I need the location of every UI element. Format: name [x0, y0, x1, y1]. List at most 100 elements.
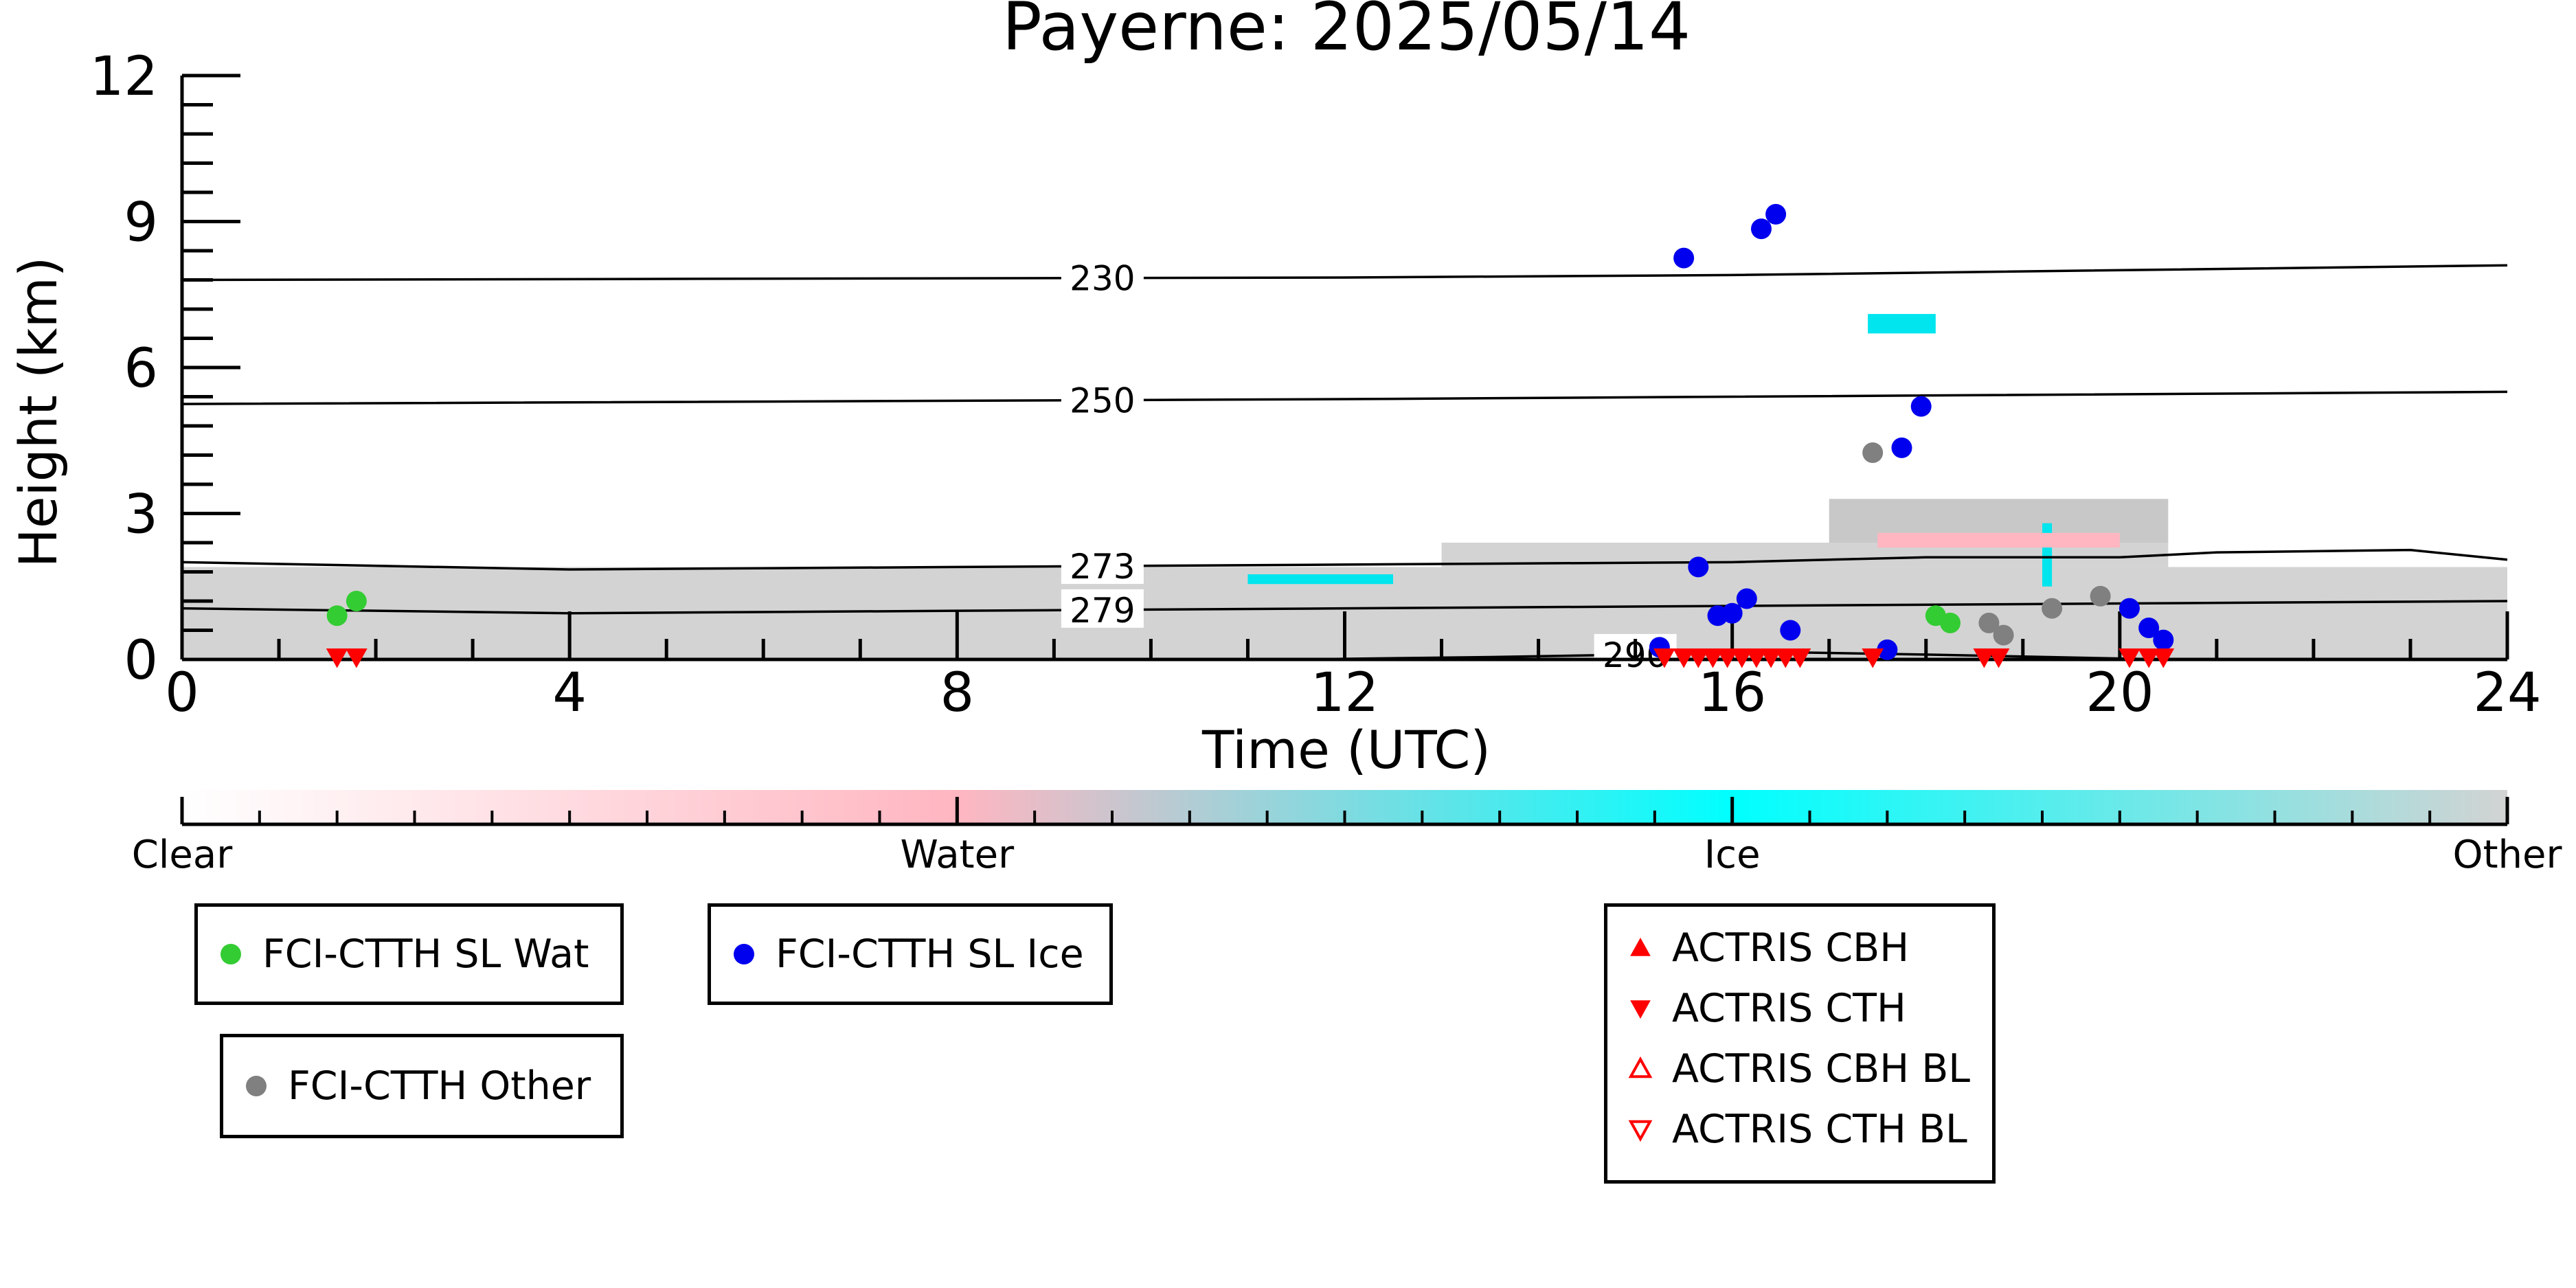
point-actris-cth	[2138, 648, 2160, 668]
isotherm-label-bg	[1061, 257, 1144, 296]
point-fci-ctth-sl-ice	[1910, 396, 1932, 417]
isotherm-line	[181, 264, 2508, 282]
point-fci-ctth-other	[1978, 612, 2000, 633]
isotherm-label-bg	[1061, 379, 1144, 418]
legend-box: FCI-CTTH Other	[220, 1034, 624, 1138]
point-fci-ctth-sl-ice	[1765, 203, 1787, 225]
point-fci-ctth-other	[2042, 598, 2063, 619]
legend-label: FCI-CTTH SL Ice	[776, 931, 1084, 977]
y-tick-label: 12	[90, 46, 158, 108]
legend-label: ACTRIS CBH	[1672, 925, 1910, 971]
point-fci-ctth-other	[2090, 585, 2111, 607]
legend-marker	[1628, 1056, 1653, 1078]
point-fci-ctth-sl-ice	[1736, 588, 1757, 609]
point-fci-ctth-sl-ice	[1721, 602, 1743, 624]
cloud-region-ice	[1868, 314, 1936, 334]
point-fci-ctth-sl-ice	[2138, 617, 2160, 638]
point-fci-ctth-sl-ice	[1891, 437, 1912, 458]
legend-box: FCI-CTTH SL Wat	[194, 903, 624, 1005]
point-actris-cth	[1789, 648, 1811, 668]
colorbar: Clear Water Ice Other	[132, 790, 2562, 877]
point-fci-ctth-sl-wat	[1940, 612, 1961, 633]
legend-entry: ACTRIS CTH BL	[1627, 1102, 1967, 1157]
legend-marker	[1628, 1120, 1653, 1142]
point-fci-ctth-sl-ice	[1750, 218, 1772, 240]
point-actris-cth	[2152, 648, 2175, 668]
legend-marker	[246, 1076, 267, 1096]
point-fci-ctth-other	[1993, 624, 2014, 646]
point-actris-cth	[346, 648, 368, 668]
legend-label: ACTRIS CTH BL	[1672, 1107, 1967, 1152]
legend-label: FCI-CTTH SL Wat	[262, 931, 589, 977]
y-tick-label: 6	[124, 338, 158, 400]
y-tick-label: 0	[124, 630, 158, 692]
point-actris-cth	[1760, 648, 1782, 668]
x-tick-label: 20	[2086, 662, 2154, 724]
colorbar-label: Other	[2452, 833, 2562, 877]
isotherm-line	[181, 390, 2508, 405]
isotherm-label-bg	[1061, 545, 1144, 585]
point-fci-ctth-sl-wat	[346, 591, 367, 611]
point-actris-cth	[1774, 648, 1797, 668]
point-fci-ctth-sl-ice	[1877, 639, 1898, 660]
point-actris-cth	[1862, 648, 1884, 668]
isotherm-label: 230	[1070, 259, 1135, 299]
legend-label: ACTRIS CTH	[1672, 986, 1906, 1031]
x-tick-label: 8	[940, 662, 975, 724]
point-fci-ctth-sl-wat	[326, 605, 348, 626]
colorbar-label: Clear	[132, 833, 233, 877]
cloud-region-ice	[1247, 574, 1394, 585]
point-actris-cth	[2119, 648, 2140, 668]
point-actris-cth	[1730, 648, 1753, 668]
point-fci-ctth-sl-ice	[1780, 620, 1801, 641]
legend-marker	[1630, 1000, 1651, 1019]
cloud-region-ice	[2042, 523, 2053, 587]
point-actris-cth	[1987, 648, 2010, 668]
point-actris-cth	[1687, 648, 1710, 668]
x-axis-label: Time (UTC)	[1201, 719, 1491, 780]
point-actris-cth	[1653, 648, 1675, 668]
legend-marker	[734, 944, 754, 964]
legend-box: ACTRIS CBH ACTRIS CTH ACTRIS CBH BL ACTRIS …	[1604, 903, 1996, 1184]
isotherm-label: 273	[1070, 547, 1135, 587]
legend-entry: ACTRIS CBH BL	[1627, 1041, 1970, 1096]
legend-entry: FCI-CTTH SL Ice	[730, 927, 1084, 982]
isotherm-label-bg	[1061, 589, 1144, 628]
legend-marker	[1630, 937, 1651, 956]
point-fci-ctth-other	[1862, 442, 1884, 463]
isotherm-label: 250	[1070, 381, 1135, 421]
point-actris-cth	[1973, 648, 1996, 668]
x-tick-label: 16	[1698, 662, 1766, 724]
point-actris-cth	[1702, 648, 1724, 668]
point-fci-ctth-sl-ice	[2119, 598, 2140, 619]
point-fci-ctth-sl-ice	[2153, 629, 2174, 651]
x-tick-label: 4	[552, 662, 587, 724]
point-actris-cth	[326, 648, 348, 668]
legend-box: FCI-CTTH SL Ice	[708, 903, 1113, 1005]
point-actris-cth	[1716, 648, 1739, 668]
point-actris-cth	[1673, 648, 1695, 668]
cloud-region-water	[1877, 532, 2120, 548]
isotherm-label: 279	[1070, 591, 1135, 631]
x-tick-label: 24	[2473, 662, 2541, 724]
point-actris-cth	[1745, 648, 1767, 668]
point-fci-ctth-sl-ice	[1688, 556, 1709, 578]
x-tick-label: 0	[165, 662, 199, 724]
y-tick-label: 9	[124, 192, 158, 254]
legend-entry: ACTRIS CTH	[1627, 981, 1906, 1036]
legend-entry: FCI-CTTH Other	[242, 1059, 591, 1114]
y-axis-label: Height (km)	[8, 257, 69, 568]
colorbar-label: Water	[901, 833, 1015, 877]
y-tick-label: 3	[124, 484, 158, 546]
isotherm-line	[181, 548, 2508, 571]
colorbar-label: Ice	[1704, 833, 1761, 877]
legend-entry: ACTRIS CBH	[1627, 920, 1909, 975]
point-fci-ctth-sl-ice	[1673, 247, 1695, 269]
legend-label: FCI-CTTH Other	[288, 1063, 591, 1109]
legend-entry: FCI-CTTH SL Wat	[217, 927, 589, 982]
legend-label: ACTRIS CBH BL	[1672, 1046, 1971, 1092]
x-tick-label: 12	[1311, 662, 1379, 724]
chart-title: Payerne: 2025/05/14	[1002, 0, 1691, 65]
